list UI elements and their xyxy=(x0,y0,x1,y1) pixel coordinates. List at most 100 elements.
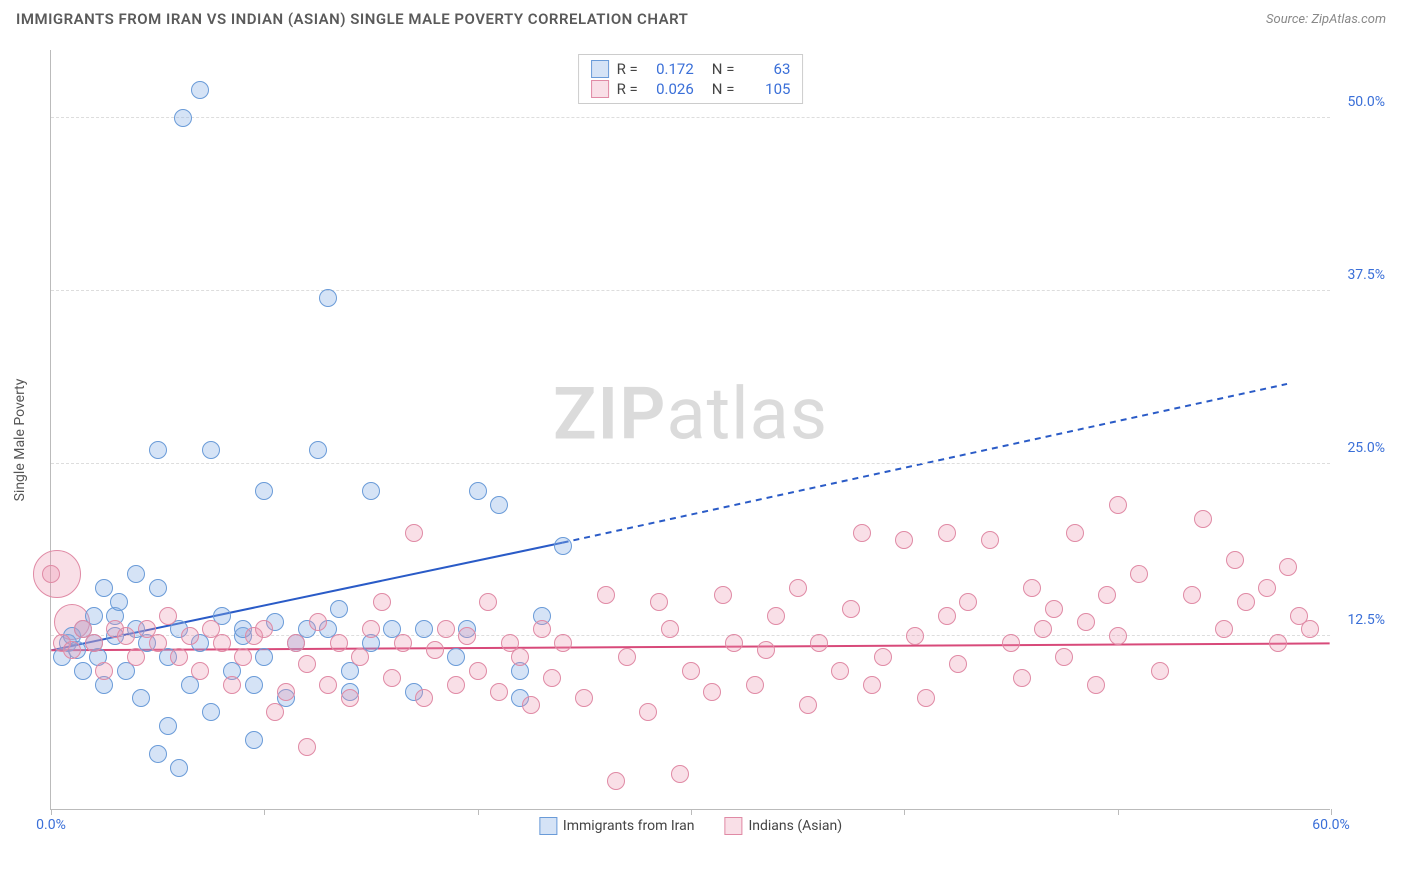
source-label: Source: xyxy=(1266,12,1308,27)
data-point xyxy=(149,579,167,597)
data-point xyxy=(1077,613,1095,631)
data-point xyxy=(1013,669,1031,687)
data-point xyxy=(191,662,209,680)
data-point xyxy=(703,683,721,701)
legend-r-value: 0.026 xyxy=(646,80,694,98)
data-point xyxy=(490,683,508,701)
data-point xyxy=(1055,648,1073,666)
data-point xyxy=(511,648,529,666)
data-point xyxy=(245,676,263,694)
series-legend-label: Indians (Asian) xyxy=(748,818,842,834)
legend-n-label: N = xyxy=(712,80,735,98)
data-point xyxy=(671,765,689,783)
data-point xyxy=(533,620,551,638)
data-point xyxy=(319,676,337,694)
data-point xyxy=(810,634,828,652)
data-point xyxy=(298,655,316,673)
data-point xyxy=(682,662,700,680)
data-point xyxy=(170,648,188,666)
data-point xyxy=(330,600,348,618)
x-tick xyxy=(264,809,265,815)
stats-legend-row: R =0.172N =63 xyxy=(591,59,791,79)
data-point xyxy=(149,634,167,652)
data-point xyxy=(223,676,241,694)
data-point xyxy=(1215,620,1233,638)
data-point xyxy=(362,482,380,500)
data-point xyxy=(554,537,572,555)
data-point xyxy=(959,593,977,611)
data-point xyxy=(575,689,593,707)
x-tick xyxy=(904,809,905,815)
data-point xyxy=(202,703,220,721)
data-point xyxy=(1237,593,1255,611)
y-tick-label: 12.5% xyxy=(1347,612,1385,628)
data-point xyxy=(447,676,465,694)
y-tick-label: 50.0% xyxy=(1347,94,1385,110)
source-link[interactable]: ZipAtlas.com xyxy=(1311,12,1386,27)
data-point xyxy=(245,731,263,749)
data-point xyxy=(789,579,807,597)
data-point xyxy=(1226,551,1244,569)
data-point xyxy=(127,648,145,666)
y-tick-label: 37.5% xyxy=(1347,267,1385,283)
data-point xyxy=(1258,579,1276,597)
data-point xyxy=(639,703,657,721)
data-point xyxy=(255,620,273,638)
data-point xyxy=(554,634,572,652)
data-point xyxy=(522,696,540,714)
data-point xyxy=(607,772,625,790)
stats-legend-row: R =0.026N =105 xyxy=(591,79,791,99)
data-point xyxy=(543,669,561,687)
data-point xyxy=(394,634,412,652)
data-point xyxy=(1301,620,1319,638)
data-point xyxy=(202,441,220,459)
series-legend: Immigrants from Iran Indians (Asian) xyxy=(539,817,842,835)
data-point xyxy=(1151,662,1169,680)
data-point xyxy=(255,482,273,500)
data-point xyxy=(618,648,636,666)
series-legend-label: Immigrants from Iran xyxy=(563,818,695,834)
legend-swatch xyxy=(539,817,557,835)
series-legend-item: Immigrants from Iran xyxy=(539,817,695,835)
data-point xyxy=(597,586,615,604)
data-point xyxy=(490,496,508,514)
data-point xyxy=(132,689,150,707)
data-point xyxy=(757,641,775,659)
watermark-part2: atlas xyxy=(666,372,828,457)
data-point xyxy=(725,634,743,652)
legend-n-label: N = xyxy=(712,60,735,78)
data-point xyxy=(1130,565,1148,583)
data-point xyxy=(95,662,113,680)
data-point xyxy=(362,620,380,638)
data-point xyxy=(117,627,135,645)
data-point xyxy=(853,524,871,542)
data-point xyxy=(277,683,295,701)
trend-lines-svg xyxy=(51,50,1330,809)
data-point xyxy=(63,641,81,659)
data-point xyxy=(842,600,860,618)
data-point xyxy=(213,634,231,652)
data-point xyxy=(1194,510,1212,528)
gridline xyxy=(51,463,1330,464)
data-point xyxy=(181,627,199,645)
data-point xyxy=(831,662,849,680)
watermark-part1: ZIP xyxy=(553,372,666,457)
data-point xyxy=(767,607,785,625)
data-point xyxy=(1109,627,1127,645)
x-tick-label: 0.0% xyxy=(36,817,66,833)
data-point xyxy=(895,531,913,549)
data-point xyxy=(1098,586,1116,604)
data-point xyxy=(159,607,177,625)
data-point xyxy=(127,565,145,583)
data-point xyxy=(1066,524,1084,542)
data-point xyxy=(149,441,167,459)
series-legend-item: Indians (Asian) xyxy=(724,817,842,835)
data-point xyxy=(1034,620,1052,638)
data-point xyxy=(1269,634,1287,652)
data-point xyxy=(874,648,892,666)
data-point xyxy=(174,109,192,127)
legend-swatch xyxy=(724,817,742,835)
data-point xyxy=(1087,676,1105,694)
chart-title: IMMIGRANTS FROM IRAN VS INDIAN (ASIAN) S… xyxy=(16,10,688,28)
data-point xyxy=(95,579,113,597)
